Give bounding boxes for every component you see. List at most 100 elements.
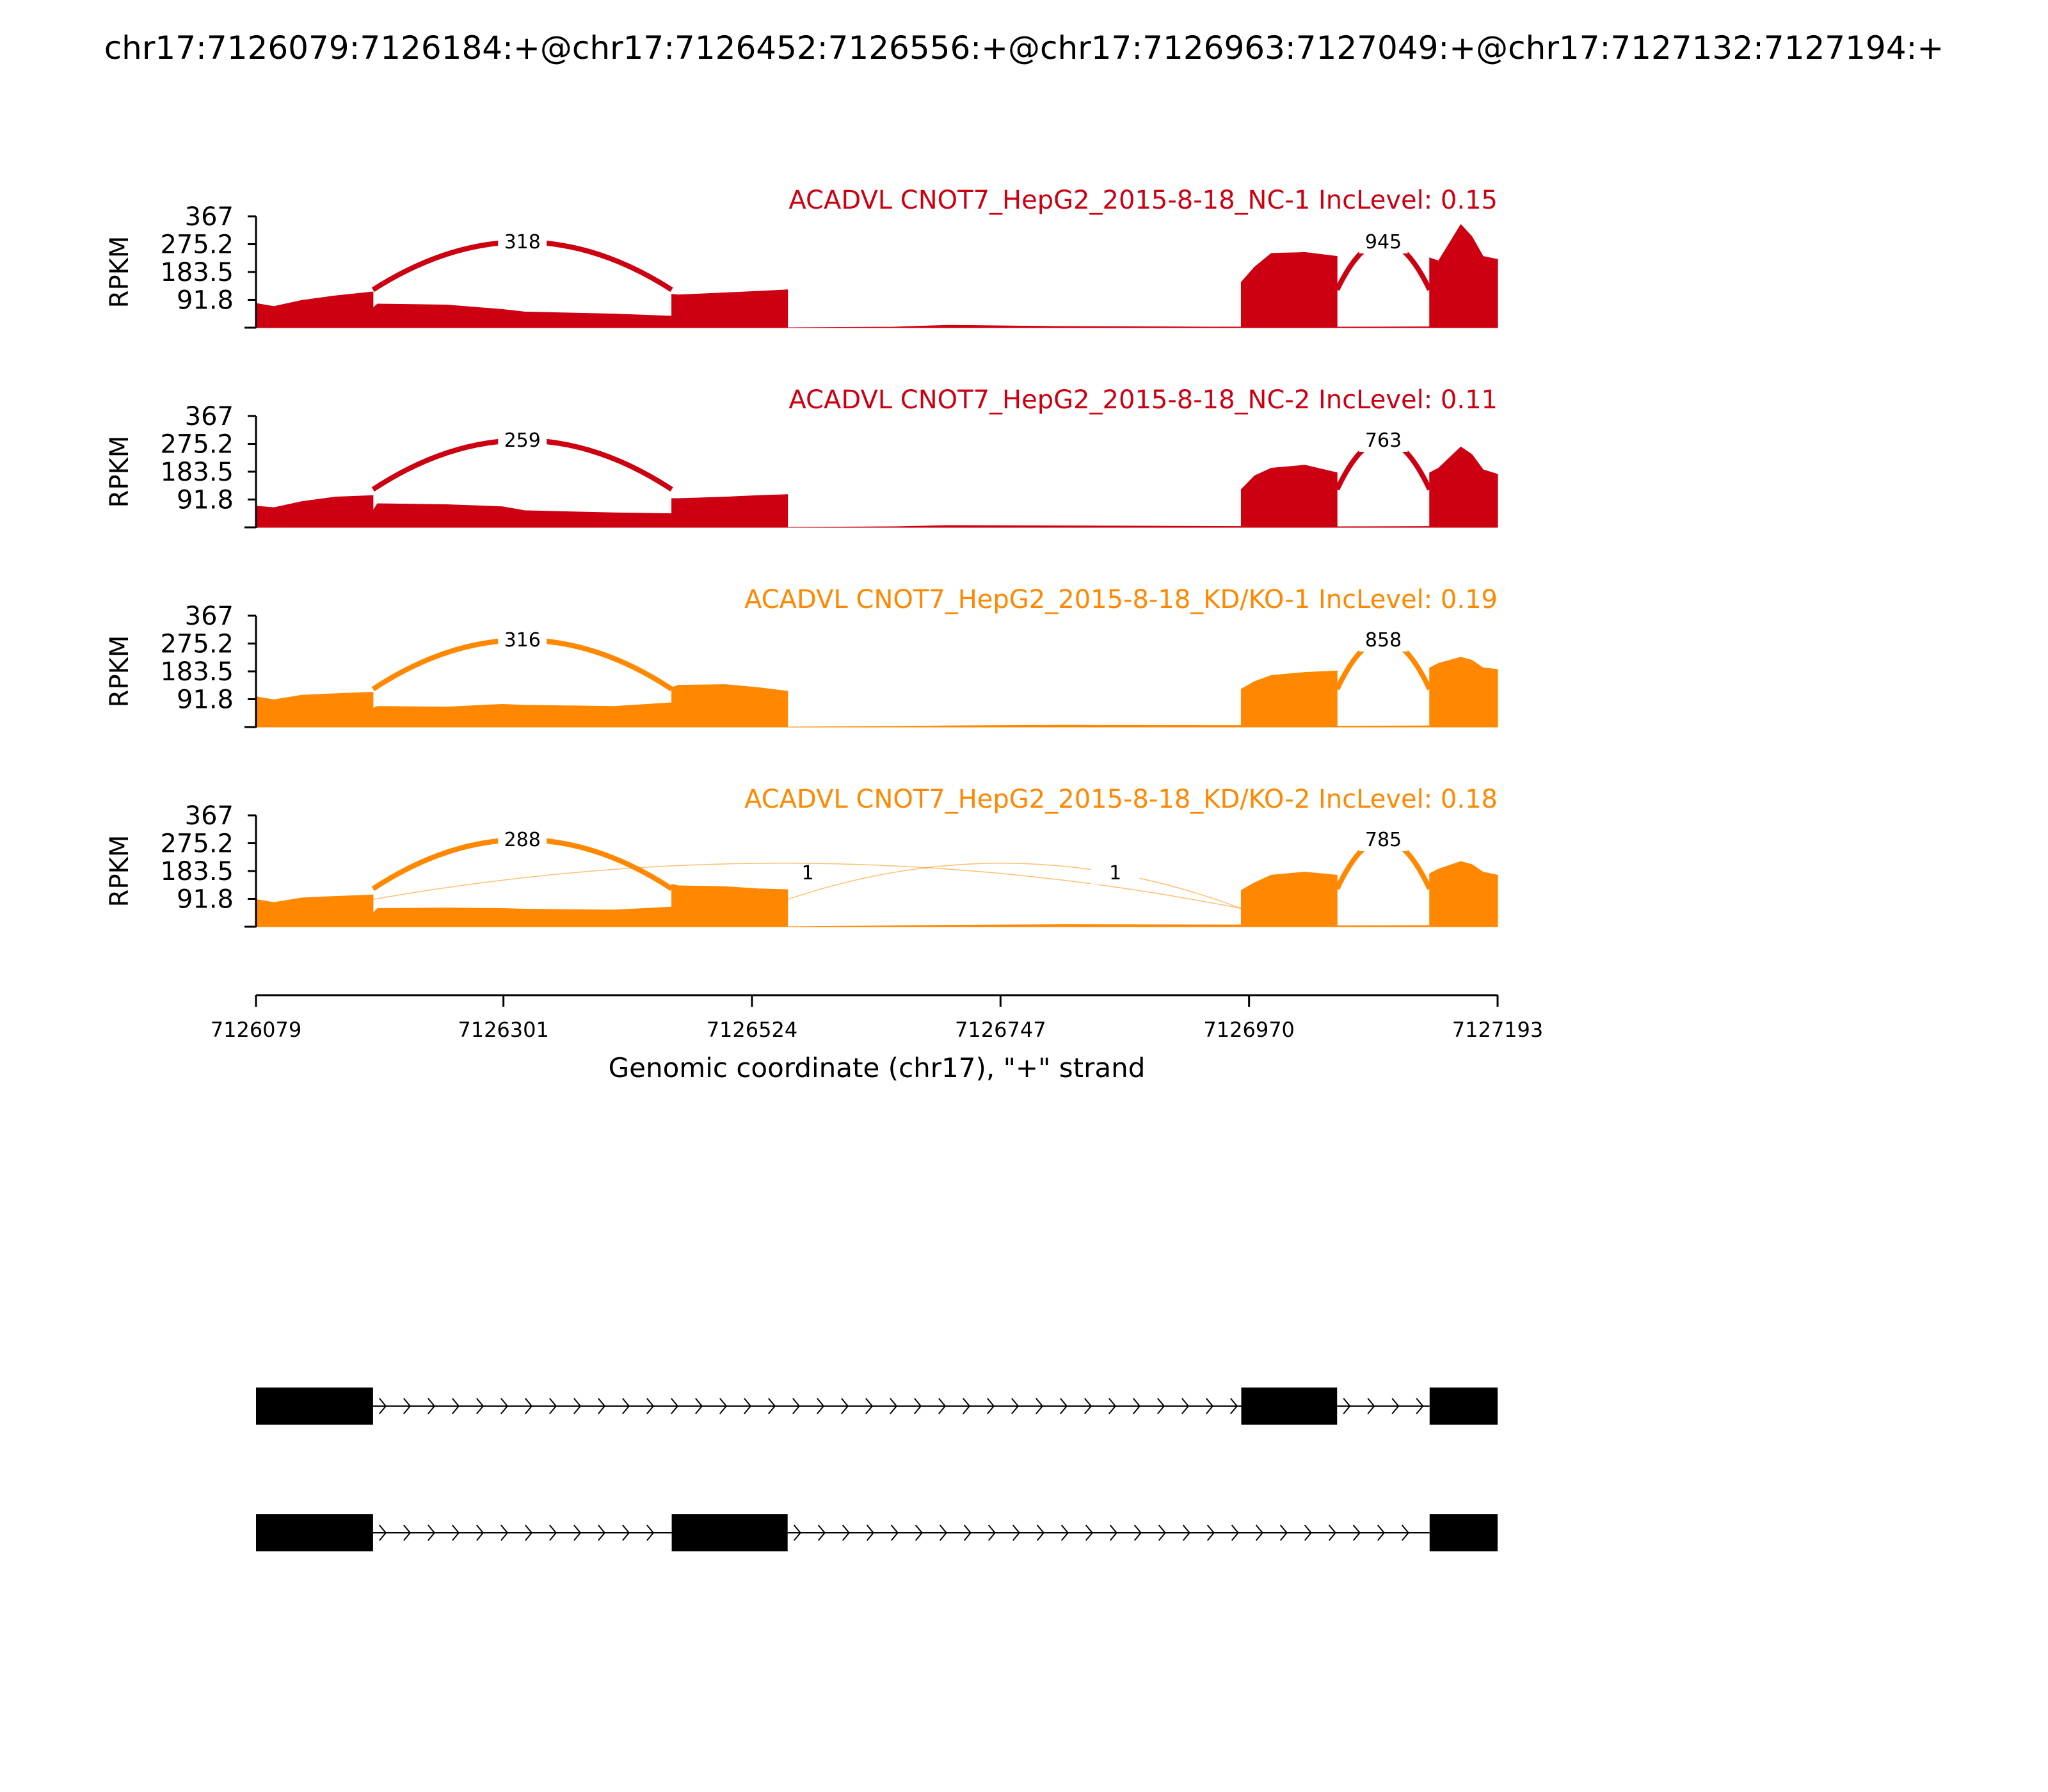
strand-arrow (914, 1398, 922, 1414)
strand-arrow (1158, 1524, 1166, 1541)
junction-count-label: 763 (1365, 429, 1402, 452)
coverage-area (787, 324, 1242, 328)
x-tick-label: 7126970 (1203, 1018, 1295, 1042)
exon-block (671, 1514, 788, 1551)
coverage-area (372, 503, 673, 528)
coverage-area (1240, 670, 1338, 728)
strand-arrow (1108, 1398, 1117, 1414)
strand-arrow (1401, 1524, 1409, 1541)
junction-count-label: 259 (504, 429, 541, 452)
strand-arrow (428, 1398, 436, 1414)
coverage-area (1429, 223, 1498, 328)
junction-label-box (1359, 626, 1408, 652)
strand-arrow (841, 1398, 849, 1414)
strand-arrow (915, 1524, 923, 1541)
strand-arrow (500, 1398, 509, 1414)
coverage-area (1240, 252, 1338, 328)
strand-arrow (987, 1398, 995, 1414)
y-tick-label: 183.5 (160, 857, 234, 886)
strand-arrow (1109, 1524, 1117, 1541)
strand-arrow (549, 1524, 557, 1541)
strand-arrow (1328, 1524, 1336, 1541)
y-tick-label: 367 (185, 402, 234, 431)
strand-arrow (1377, 1524, 1385, 1541)
strand-arrow (1060, 1524, 1069, 1541)
strand-arrow (1085, 1524, 1093, 1541)
strand-arrow (817, 1524, 826, 1541)
coverage-area (787, 924, 1242, 927)
strand-arrow (719, 1398, 728, 1414)
strand-arrow (842, 1524, 850, 1541)
strand-arrow (890, 1524, 899, 1541)
y-tick-label: 91.8 (177, 884, 234, 914)
strand-arrow (866, 1524, 874, 1541)
strand-arrow (403, 1398, 412, 1414)
junction-label-box (1359, 426, 1408, 452)
strand-arrow (452, 1398, 460, 1414)
strand-arrow (963, 1398, 971, 1414)
y-tick-label: 183.5 (160, 657, 234, 687)
y-axis-label: RPKM (105, 436, 134, 508)
x-axis: 7126079 7126301 7126524 7126747 7126970 71271… (211, 994, 1544, 1084)
y-tick-label: 275.2 (160, 230, 234, 260)
strand-arrow (939, 1524, 947, 1541)
track-label: ACADVL CNOT7_HepG2_2015-8-18_NC-1 IncLev… (788, 186, 1498, 215)
x-tick-label: 7127193 (1452, 1018, 1544, 1042)
y-tick-label: 91.8 (177, 285, 234, 315)
strand-arrow (1133, 1398, 1141, 1414)
strand-arrow (646, 1524, 655, 1541)
strand-arrow (622, 1398, 630, 1414)
exon-block (256, 1388, 373, 1425)
strand-arrow (1133, 1524, 1142, 1541)
y-axis-label: RPKM (105, 236, 134, 308)
strand-arrow (793, 1524, 801, 1541)
coverage-area (1240, 872, 1338, 927)
strand-arrow (695, 1398, 703, 1414)
junction-count-label: 945 (1365, 231, 1402, 253)
y-axis-label: RPKM (105, 835, 134, 908)
isoform-2 (256, 1514, 1498, 1551)
strand-arrow (744, 1398, 752, 1414)
coverage-area (671, 883, 788, 927)
coverage-area (1336, 725, 1430, 728)
isoform-1 (256, 1388, 1498, 1425)
strand-arrow (890, 1398, 898, 1414)
strand-arrow (1060, 1398, 1068, 1414)
strand-arrow (963, 1524, 972, 1541)
strand-arrow (1012, 1524, 1020, 1541)
exon-block (1429, 1514, 1498, 1551)
y-tick-label: 91.8 (177, 685, 234, 714)
coverage-area (255, 495, 374, 528)
strand-arrow (379, 1398, 387, 1414)
track-label: ACADVL CNOT7_HepG2_2015-8-18_NC-2 IncLev… (788, 385, 1498, 415)
strand-arrow (525, 1524, 533, 1541)
exon-block (1241, 1388, 1338, 1425)
strand-arrow (1181, 1398, 1190, 1414)
coverage-area (1336, 326, 1430, 328)
strand-arrow (525, 1398, 533, 1414)
strand-arrow (1255, 1524, 1263, 1541)
track-1: 318 945 ACADVL CNOT7_HepG2_2015-8-18_NC-1 … (105, 186, 1498, 329)
track-label: ACADVL CNOT7_HepG2_2015-8-18_KD/KO-2 Inc… (744, 785, 1498, 814)
isoform-models (256, 1388, 1498, 1551)
strand-arrow (622, 1524, 630, 1541)
junction-label-box (498, 228, 547, 253)
coverage-area (255, 691, 374, 728)
y-tick-label: 275.2 (160, 630, 234, 659)
coverage-area (671, 494, 788, 528)
junction-count-label: 858 (1365, 629, 1402, 652)
y-axis-label: RPKM (105, 636, 134, 708)
y-tick-label: 275.2 (160, 829, 234, 859)
strand-arrow (646, 1398, 655, 1414)
coverage-area (372, 702, 673, 728)
junction-arc (372, 863, 1242, 909)
junction-count-label: 288 (504, 829, 541, 851)
strand-arrow (500, 1524, 509, 1541)
strand-arrow (1230, 1398, 1238, 1414)
strand-arrow (379, 1524, 387, 1541)
strand-arrow (573, 1398, 582, 1414)
x-axis-label: Genomic coordinate (chr17), "+" strand (609, 1052, 1146, 1084)
junction-label-box (498, 626, 547, 652)
x-tick-label: 7126747 (955, 1018, 1046, 1042)
